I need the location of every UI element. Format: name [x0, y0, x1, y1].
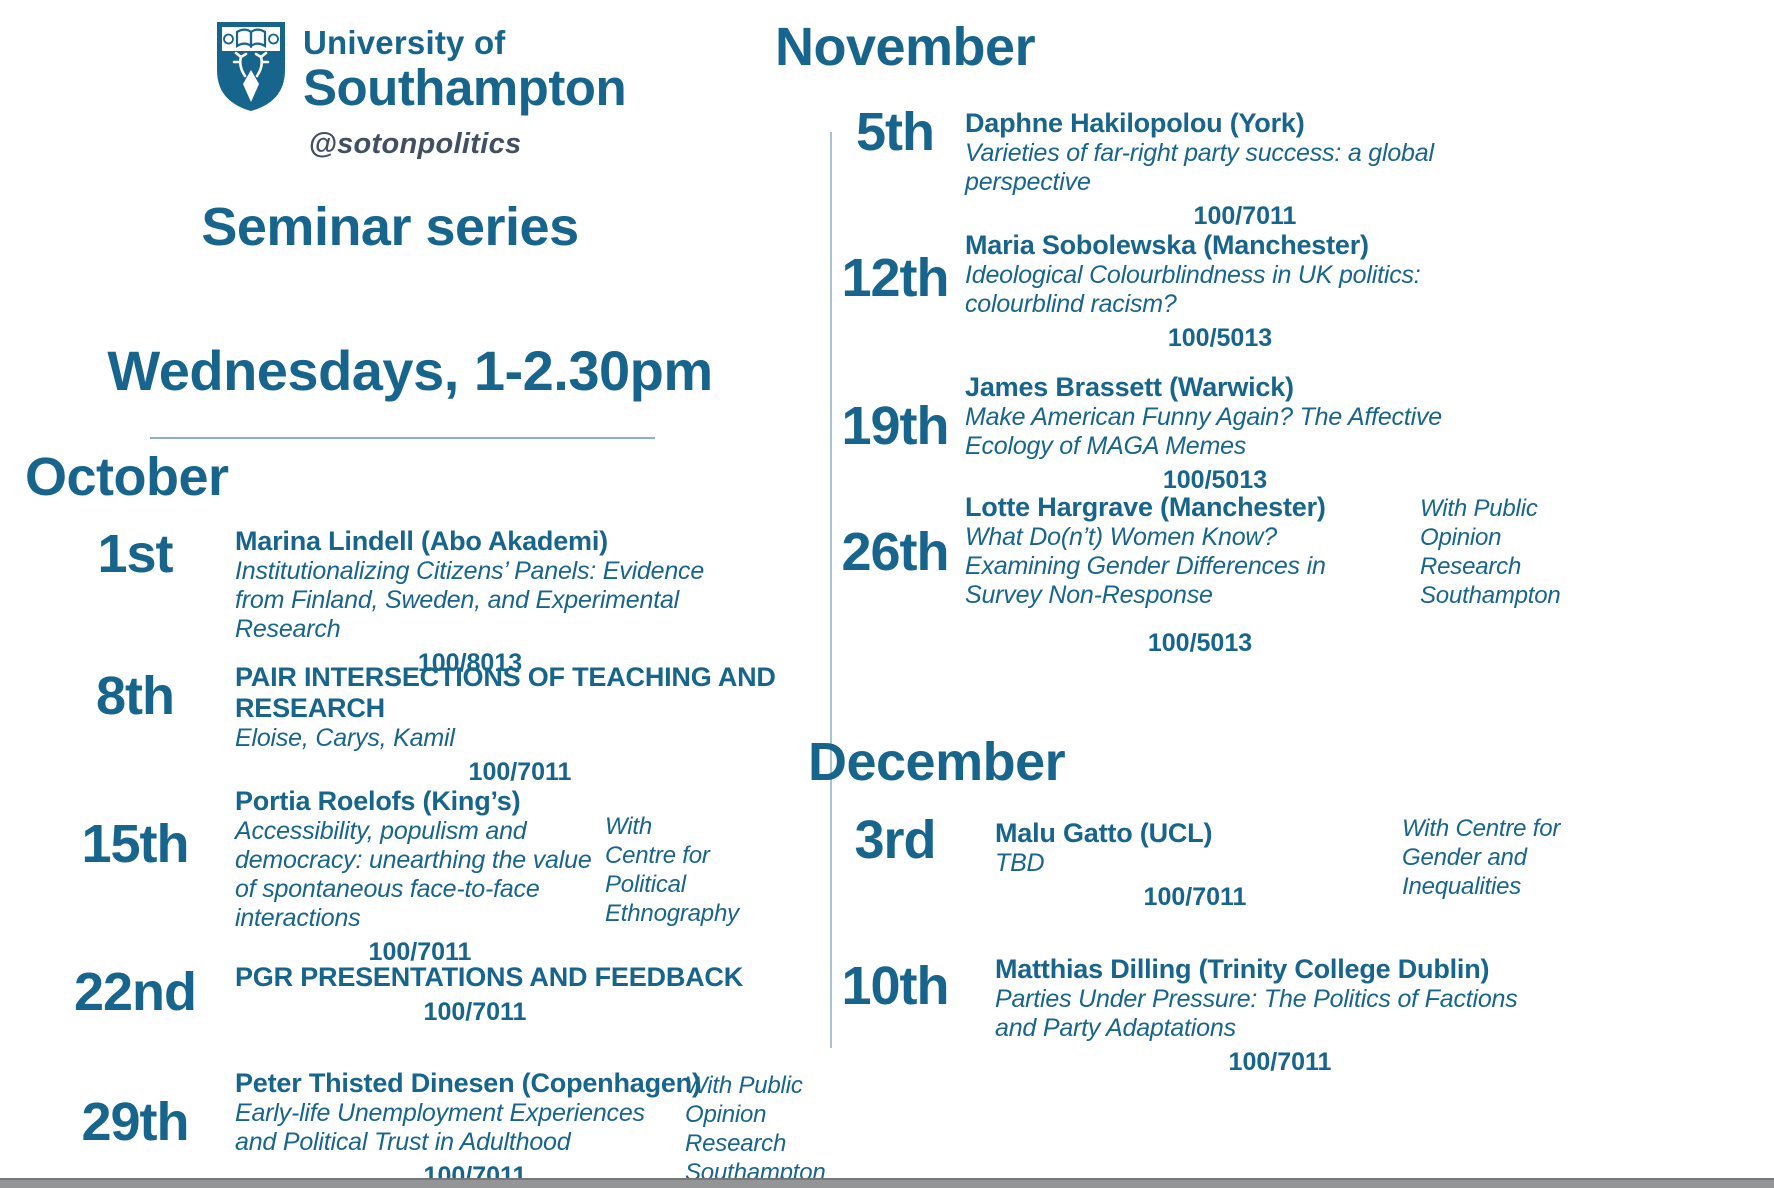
entry-content: James Brassett (Warwick) Make American F…	[965, 372, 1465, 493]
entry-room: 100/8013	[417, 649, 523, 677]
entry-title: Eloise, Carys, Kamil	[235, 724, 455, 752]
entry-content: Marina Lindell (Abo Akademi) Institution…	[235, 526, 705, 676]
seminar-entry: 8th PAIR INTERSECTIONS OF TEACHING AND R…	[55, 662, 805, 785]
entry-content: PAIR INTERSECTIONS OF TEACHING AND RESEA…	[235, 662, 805, 785]
entry-room: 100/7011	[1143, 883, 1247, 911]
entry-date: 29th	[81, 1092, 189, 1152]
entry-date: 1st	[97, 524, 173, 584]
entry-room: 100/7011	[468, 758, 572, 786]
entry-speaker: Lotte Hargrave (Manchester)	[965, 492, 1326, 522]
entry-date: 22nd	[73, 962, 197, 1022]
entry-title: Ideological Colourblindness in UK politi…	[965, 261, 1421, 318]
seminar-entry: 29th Peter Thisted Dinesen (Copenhagen) …	[55, 1068, 715, 1188]
entry-content: Peter Thisted Dinesen (Copenhagen) Early…	[235, 1068, 715, 1188]
entry-title: Early-life Unemployment Experiences and …	[235, 1099, 645, 1156]
entry-date: 5th	[856, 102, 935, 162]
entry-room: 100/5013	[1167, 324, 1273, 352]
entry-speaker: James Brassett (Warwick)	[965, 372, 1294, 402]
entry-speaker: Marina Lindell (Abo Akademi)	[235, 526, 608, 556]
entry-date: 3rd	[854, 810, 936, 870]
entry-sidenote: With Public Opinion Research Southampton	[1420, 495, 1561, 609]
entry-room: 100/7011	[1228, 1048, 1332, 1076]
entry-content: Maria Sobolewska (Manchester) Ideologica…	[965, 230, 1475, 351]
entry-speaker: Maria Sobolewska (Manchester)	[965, 230, 1369, 260]
seminar-entry: 12th Maria Sobolewska (Manchester) Ideol…	[840, 230, 1475, 351]
university-name-line2: Southampton	[303, 59, 627, 116]
month-header-october: October	[25, 447, 229, 507]
entry-speaker: Malu Gatto (UCL)	[995, 818, 1213, 848]
window-bottom-scrollbar[interactable]	[0, 1178, 1774, 1188]
entry-date: 12th	[841, 248, 949, 308]
seminar-entry: 3rd Malu Gatto (UCL) TBD 100/7011	[840, 812, 1395, 910]
entry-room: 100/5013	[1147, 629, 1253, 657]
month-header-december: December	[808, 732, 1066, 792]
entry-content: PGR PRESENTATIONS AND FEEDBACK 100/7011	[235, 962, 744, 1026]
entry-speaker: PGR PRESENTATIONS AND FEEDBACK	[235, 962, 744, 992]
entry-content: Daphne Hakilopolou (York) Varieties of f…	[965, 108, 1525, 229]
entry-room: 100/7011	[1193, 202, 1297, 230]
university-name-line1: University of	[303, 24, 506, 61]
seminar-entry: 15th Portia Roelofs (King’s) Accessibili…	[55, 786, 605, 965]
entry-room: 100/7011	[368, 938, 472, 966]
university-logo: University of Southampton	[213, 18, 627, 116]
seminar-entry: 19th James Brassett (Warwick) Make Ameri…	[840, 372, 1465, 493]
entry-date: 19th	[841, 396, 949, 456]
entry-title: Varieties of far-right party success: a …	[965, 139, 1434, 196]
seminar-entry: 26th Lotte Hargrave (Manchester) What Do…	[840, 492, 1435, 656]
entry-sidenote: With Centre for Gender and Inequalities	[1402, 815, 1561, 900]
social-handle: @sotonpolitics	[308, 128, 522, 160]
entry-content: Malu Gatto (UCL) TBD 100/7011	[995, 818, 1395, 910]
entry-speaker: Matthias Dilling (Trinity College Dublin…	[995, 954, 1490, 984]
entry-sidenote: With Centre for Political Ethnography	[605, 813, 739, 927]
entry-sidenote: With Public Opinion Research Southampton	[685, 1072, 826, 1186]
entry-title: TBD	[995, 849, 1045, 877]
university-shield-logo	[217, 22, 285, 111]
horizontal-rule	[150, 437, 655, 439]
entry-speaker: PAIR INTERSECTIONS OF TEACHING AND RESEA…	[235, 662, 776, 723]
entry-speaker: Daphne Hakilopolou (York)	[965, 108, 1305, 138]
series-title: Seminar series	[201, 197, 579, 257]
entry-title: Parties Under Pressure: The Politics of …	[995, 985, 1518, 1042]
seminar-entry: 1st Marina Lindell (Abo Akademi) Institu…	[55, 526, 705, 676]
entry-title: Make American Funny Again? The Affective…	[965, 403, 1442, 460]
seminar-entry: 10th Matthias Dilling (Trinity College D…	[840, 954, 1565, 1075]
entry-date: 8th	[96, 666, 175, 726]
entry-room: 100/5013	[1162, 466, 1268, 494]
entry-date: 10th	[841, 956, 949, 1016]
entry-date: 26th	[841, 522, 949, 582]
entry-title: What Do(n’t) Women Know? Examining Gende…	[965, 523, 1326, 609]
entry-date: 15th	[81, 814, 189, 874]
entry-speaker: Peter Thisted Dinesen (Copenhagen)	[235, 1068, 701, 1098]
entry-title: Institutionalizing Citizens’ Panels: Evi…	[235, 557, 705, 643]
column-divider	[830, 132, 832, 1048]
entry-room: 100/7011	[423, 998, 527, 1026]
entry-content: Lotte Hargrave (Manchester) What Do(n’t)…	[965, 492, 1435, 656]
entry-title: Accessibility, populism and democracy: u…	[235, 817, 592, 932]
month-header-november: November	[775, 17, 1036, 77]
entry-content: Matthias Dilling (Trinity College Dublin…	[995, 954, 1565, 1075]
schedule-title: Wednesdays, 1-2.30pm	[107, 339, 713, 402]
university-name: University of Southampton	[303, 18, 627, 116]
entry-content: Portia Roelofs (King’s) Accessibility, p…	[235, 786, 605, 965]
seminar-entry: 5th Daphne Hakilopolou (York) Varieties …	[840, 104, 1525, 229]
entry-speaker: Portia Roelofs (King’s)	[235, 786, 521, 816]
seminar-entry: 22nd PGR PRESENTATIONS AND FEEDBACK 100/…	[55, 962, 744, 1026]
